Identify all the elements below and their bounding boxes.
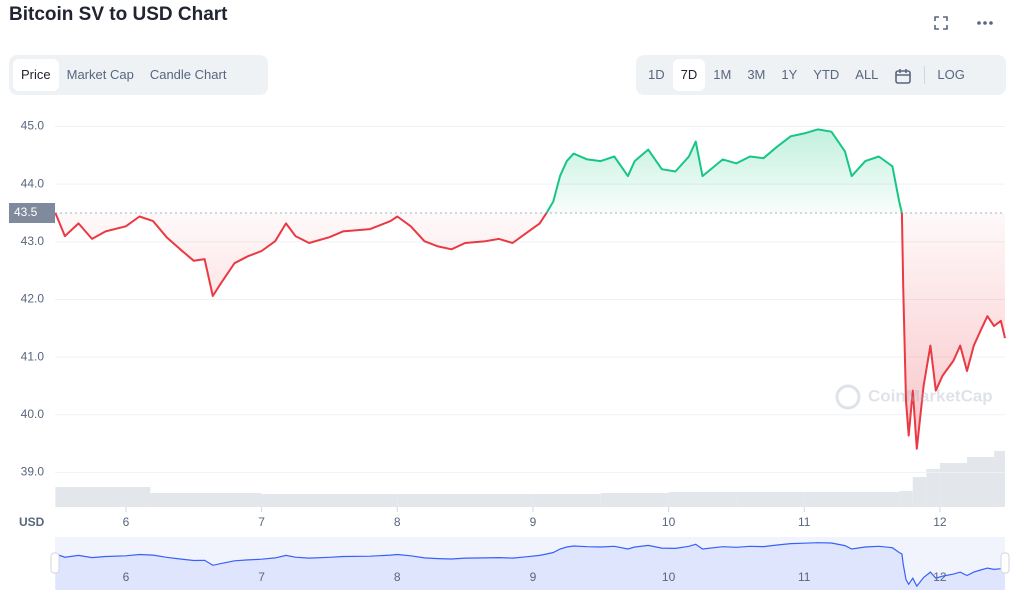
navigator-tick-label: 7 — [258, 570, 265, 584]
navigator-tick-label: 12 — [933, 570, 947, 584]
watermark-text: CoinMarketCap — [868, 386, 993, 405]
range-group: 1D 7D 1M 3M 1Y YTD ALL LOG — [636, 55, 1006, 95]
button[interactable]: Market Cap — [66, 67, 134, 82]
x-tick-label: 11 — [798, 515, 811, 529]
navigator-area — [55, 542, 1005, 590]
volume-bar — [994, 451, 1005, 507]
price-line — [54, 128, 1006, 450]
button[interactable]: YTD — [813, 67, 840, 82]
button[interactable]: 1M — [713, 67, 732, 82]
price-area — [55, 129, 1005, 449]
volume-bar — [736, 492, 805, 507]
button[interactable]: 7D — [672, 59, 706, 91]
volume-bar — [967, 457, 995, 507]
y-tick-label: 44.0 — [21, 176, 45, 190]
watermark-logo — [835, 384, 861, 410]
navigator-tick-label: 9 — [530, 570, 537, 584]
baseline-label: 43.5 — [14, 205, 38, 219]
navigator-tick-label: 8 — [394, 570, 401, 584]
volume-bar — [939, 463, 968, 507]
calendar-button[interactable] — [886, 59, 920, 91]
navigator-handle[interactable] — [1000, 552, 1010, 574]
x-tick-label: 9 — [530, 515, 537, 529]
volume-bar — [397, 494, 533, 507]
chart-title: Bitcoin SV to USD Chart — [9, 4, 228, 25]
button[interactable]: Candle Chart — [149, 67, 227, 82]
navigator-bg — [55, 537, 1005, 590]
button[interactable]: 1D — [648, 67, 665, 82]
baseline-label-bg — [9, 203, 55, 223]
button[interactable]: 1Y — [781, 67, 798, 82]
navigator-handle[interactable] — [50, 552, 60, 574]
toolbar-icons — [934, 16, 993, 30]
volume-bar — [668, 492, 737, 507]
volume-bar — [804, 492, 873, 507]
x-tick-label: 10 — [662, 515, 676, 529]
volume-bar — [912, 477, 927, 507]
x-tick-label: 6 — [123, 515, 130, 529]
volume-bar — [600, 493, 669, 507]
volume-bar — [872, 492, 900, 507]
calendar-icon — [895, 68, 912, 84]
y-tick-label: 45.0 — [21, 119, 45, 133]
button[interactable]: LOG — [937, 67, 965, 82]
tab-group: Price Market Cap Candle Chart — [9, 55, 268, 95]
y-tick-label: 41.0 — [21, 349, 45, 363]
x-tick-label: 7 — [258, 515, 265, 529]
button[interactable]: Price — [13, 59, 59, 91]
y-tick-label: 40.0 — [21, 407, 45, 421]
button[interactable]: ALL — [855, 67, 879, 82]
volume-bar — [532, 494, 601, 507]
button[interactable]: 3M — [747, 67, 766, 82]
y-tick-label: 43.0 — [21, 234, 45, 248]
more-icon[interactable] — [977, 21, 993, 25]
navigator-tick-label: 10 — [662, 570, 676, 584]
volume-bar — [150, 493, 262, 507]
x-tick-label: 12 — [933, 515, 947, 529]
watermark: CoinMarketCap — [835, 384, 993, 410]
navigator-tick-label: 6 — [123, 570, 130, 584]
y-tick-label: 39.0 — [21, 465, 45, 479]
volume-bar — [261, 494, 398, 507]
navigator-tick-label: 11 — [798, 570, 811, 584]
fullscreen-icon[interactable] — [934, 16, 948, 30]
navigator-line — [55, 542, 1006, 588]
y-axis-label: USD — [19, 515, 45, 529]
y-tick-label: 42.0 — [21, 292, 45, 306]
volume-bar — [926, 469, 940, 507]
x-tick-label: 8 — [394, 515, 401, 529]
volume-bar — [55, 487, 151, 507]
divider — [924, 66, 926, 84]
volume-bar — [899, 491, 913, 507]
